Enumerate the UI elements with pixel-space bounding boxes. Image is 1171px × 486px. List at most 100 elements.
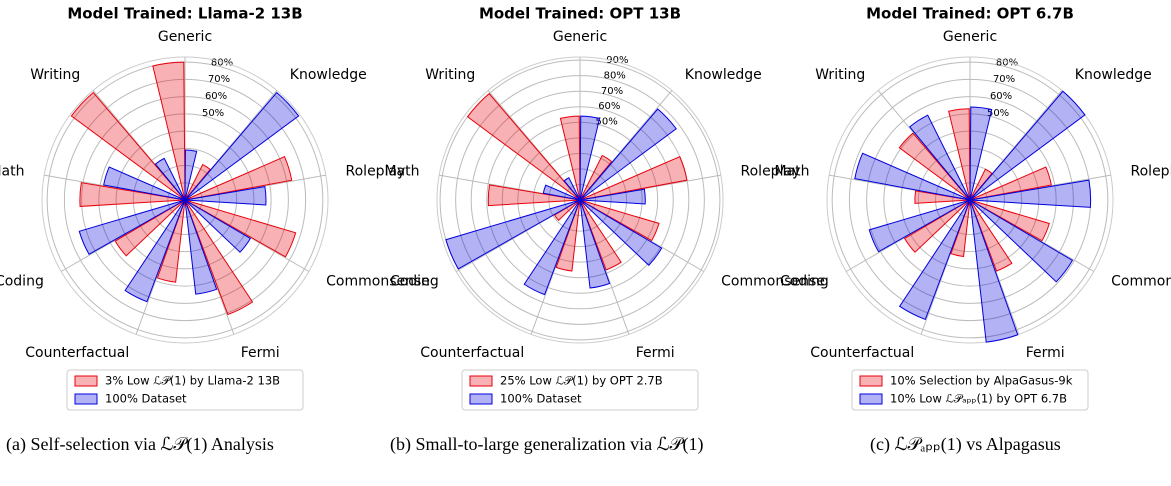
legend-swatch (74, 375, 98, 387)
bar (184, 91, 300, 201)
y-tick-label: 60% (990, 91, 1012, 102)
bar (969, 179, 1092, 208)
legend-swatch (469, 393, 493, 405)
legend-swatch (859, 393, 883, 405)
bar (969, 199, 1019, 343)
legend-box (851, 369, 1089, 411)
bar (563, 177, 581, 201)
category-label: Generic (943, 29, 997, 45)
chart-title: Model Trained: OPT 6.7B (866, 5, 1074, 23)
caption: (c) ℒ𝒫ₐₚₚ(1) vs Alpagasus (870, 434, 1061, 454)
y-tick-label: 50% (595, 116, 617, 127)
category-label: Math (0, 164, 24, 180)
figure: Model Trained: Llama-2 13B 50% 60% 70% 80% Ge… (0, 5, 1171, 411)
bar (579, 108, 677, 201)
bar (103, 166, 186, 201)
bar (487, 184, 581, 207)
legend-swatch (74, 393, 98, 405)
bar (579, 199, 660, 242)
bar (78, 199, 186, 255)
bar (579, 154, 613, 201)
bar (184, 149, 198, 201)
category-label: Counterfactual (25, 345, 129, 361)
legend-label: 100% Dataset (500, 392, 582, 406)
category-label: Roleplay (741, 164, 801, 180)
bar (579, 199, 663, 266)
bar (969, 199, 1013, 272)
bar (969, 168, 993, 201)
y-tick-label: 70% (208, 74, 230, 85)
legend-label: 10% Selection by AlpaGasus-9k (890, 374, 1073, 388)
category-label: Roleplay (346, 164, 406, 180)
legend-swatch (859, 375, 883, 387)
bar (555, 199, 581, 272)
category-label: Fermi (636, 345, 675, 361)
bar (184, 163, 211, 201)
bar (579, 199, 611, 289)
bar (898, 199, 971, 321)
bar (445, 199, 581, 270)
y-tick-label: 80% (211, 57, 233, 68)
bar (579, 199, 622, 271)
bar (969, 199, 1074, 283)
category-label: Fermi (241, 345, 280, 361)
y-tick-label: 70% (993, 74, 1015, 85)
category-label: Commonsense (326, 274, 430, 290)
legend-label: 3% Low ℒ𝒫(1) by Llama-2 13B (105, 374, 280, 388)
bar (579, 115, 601, 201)
bar (969, 90, 1086, 201)
y-tick-label: 80% (604, 71, 626, 82)
y-tick-label: 90% (606, 55, 628, 66)
category-label: Knowledge (290, 67, 367, 83)
category-label: Math (774, 164, 809, 180)
y-tick-label: 50% (987, 108, 1009, 119)
bar (79, 182, 186, 207)
bar (184, 199, 254, 316)
bar (854, 152, 971, 201)
category-label: Counterfactual (810, 345, 914, 361)
bar (969, 106, 993, 201)
bar (184, 199, 218, 295)
bar (579, 188, 646, 205)
legend-swatch (469, 375, 493, 387)
chart-title: Model Trained: OPT 13B (479, 5, 681, 23)
category-label: Commonsense (721, 274, 825, 290)
legend-box (66, 369, 304, 411)
bar (114, 199, 186, 257)
category-label: Writing (815, 67, 865, 83)
category-label: Fermi (1026, 345, 1065, 361)
bar (950, 199, 971, 258)
bar (124, 199, 186, 303)
bar (553, 199, 581, 222)
category-label: Coding (780, 274, 829, 290)
bar (579, 155, 688, 201)
bar (903, 199, 971, 253)
category-label: Coding (0, 274, 44, 290)
bar (868, 199, 971, 253)
bar (542, 184, 581, 201)
category-label: Counterfactual (420, 345, 524, 361)
category-label: Generic (158, 29, 212, 45)
category-label: Roleplay (1131, 164, 1171, 180)
legend-label: 25% Low ℒ𝒫(1) by OPT 2.7B (500, 374, 663, 388)
bar (152, 61, 186, 201)
bar (184, 156, 293, 201)
bar (559, 115, 581, 201)
category-label: Coding (390, 274, 439, 290)
category-label: Generic (553, 29, 607, 45)
category-label: Writing (30, 67, 80, 83)
bar (184, 186, 267, 206)
bar (969, 199, 1050, 242)
bar (154, 157, 186, 201)
caption: (b) Small-to-large generalization via ℒ𝒫… (390, 434, 704, 454)
y-tick-label: 60% (205, 91, 227, 102)
category-label: Knowledge (1075, 67, 1152, 83)
bar (184, 199, 252, 253)
category-label: Knowledge (685, 67, 762, 83)
bar (466, 92, 581, 201)
legend-label: 100% Dataset (105, 392, 187, 406)
bar (914, 190, 971, 204)
chart-title: Model Trained: Llama-2 13B (67, 5, 302, 23)
bar (948, 108, 971, 201)
